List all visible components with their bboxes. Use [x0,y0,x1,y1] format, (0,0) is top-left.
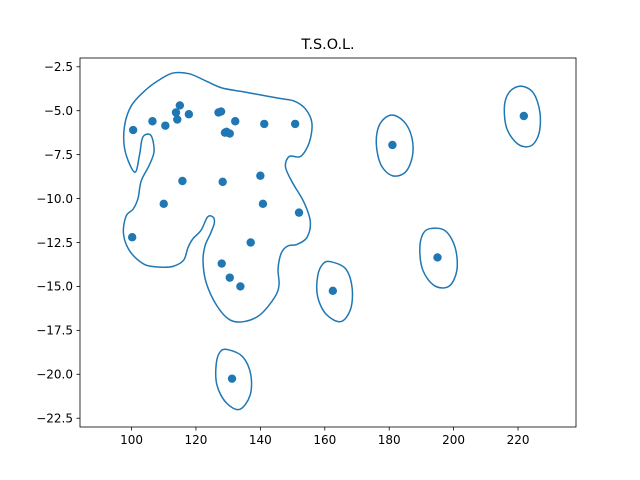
data-point-24 [217,259,226,268]
data-point-26 [236,282,245,291]
y-tick-label-0: −2.5 [44,60,73,74]
y-axis: −2.5 −5.0 −7.5 −10.0 −12.5 −15.0 −17.5 −20.0 −22… [36,60,80,426]
data-point-27 [328,286,338,296]
data-point-20 [258,199,268,209]
contour-main-cluster [122,71,313,323]
data-point-22 [127,233,137,242]
contour-cluster-131 [214,348,253,411]
y-tick-label-6: −17.5 [36,324,73,338]
data-point-19 [159,199,168,209]
data-point-28 [388,140,397,150]
data-point-3 [161,121,170,130]
x-tick-label-140: 140 [249,433,272,447]
data-point-13 [231,117,240,126]
data-point-6 [175,101,185,110]
y-tick-label-7: −20.0 [36,368,73,382]
x-tick-label-220: 220 [507,433,530,447]
data-point-16 [178,176,187,186]
data-point-31 [227,374,237,383]
data-point-30 [433,253,442,262]
x-tick-label-100: 100 [120,433,143,447]
data-point-23 [246,238,255,247]
x-tick-label-200: 200 [442,433,465,447]
x-axis: 100 120 140 160 180 200 220 [120,427,529,447]
x-tick-label-160: 160 [313,433,336,447]
y-tick-label-2: −7.5 [44,148,73,162]
plot-frame [79,57,577,428]
contour-layer [122,71,542,411]
data-point-1 [128,125,138,135]
data-point-14 [260,119,269,129]
data-point-25 [225,273,234,282]
y-tick-label-4: −12.5 [36,236,73,250]
data-point-21 [294,208,304,217]
x-tick-label-120: 120 [184,433,207,447]
contour-cluster-162 [316,260,354,323]
data-point-9 [216,107,226,116]
x-tick-label-180: 180 [378,433,401,447]
data-point-7 [184,110,194,119]
data-point-2 [148,117,157,126]
y-tick-label-8: −22.5 [36,412,73,426]
y-tick-label-5: −15.0 [36,280,73,294]
data-point-5 [173,115,182,124]
contour-cluster-221 [503,85,542,148]
data-point-17 [218,177,227,187]
y-tick-label-3: −10.0 [36,192,73,206]
points-layer [127,101,529,383]
data-point-12 [225,129,234,138]
data-point-29 [519,111,529,121]
y-tick-label-1: −5.0 [44,104,73,118]
contour-cluster-195 [419,227,459,289]
data-point-18 [256,171,265,180]
contour-cluster-180 [375,114,414,177]
chart-title: T.S.O.L. [300,37,354,53]
data-point-15 [290,119,300,129]
data-point-4 [171,108,181,117]
